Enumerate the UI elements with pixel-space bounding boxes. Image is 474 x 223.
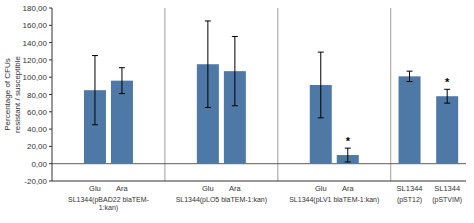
y-tick-label: -20,00 <box>24 177 47 186</box>
group-label-line: (pSTVIM) <box>432 196 462 204</box>
error-bar <box>318 52 324 118</box>
error-bar-stem <box>409 71 410 81</box>
group-separator <box>390 8 391 181</box>
y-tick-label: 60,00 <box>27 108 48 117</box>
x-tick-label: Ara <box>116 184 129 193</box>
x-axis-line <box>52 181 466 182</box>
error-bar <box>345 148 351 162</box>
error-bar-cap <box>92 55 98 56</box>
error-bar-cap <box>205 107 211 108</box>
y-tick <box>49 77 52 78</box>
error-bar-cap <box>205 20 211 21</box>
error-bar-stem <box>234 37 235 106</box>
annotation: * <box>346 135 351 147</box>
y-tick-label: 140,00 <box>23 39 48 48</box>
group-label-line: (pST12) <box>397 196 422 204</box>
annotation: * <box>445 76 450 88</box>
error-bar-stem <box>94 56 95 125</box>
y-tick-label: 180,00 <box>23 4 48 13</box>
y-tick-label: 20,00 <box>27 142 48 151</box>
group-label: (pST12) <box>397 196 422 204</box>
error-bar <box>119 68 125 94</box>
bar <box>399 76 421 163</box>
error-bar <box>92 56 98 125</box>
error-bar-cap <box>444 89 450 90</box>
bar <box>436 96 458 163</box>
error-bar-cap <box>345 161 351 162</box>
error-bar-stem <box>320 52 321 118</box>
error-bar-stem <box>207 21 208 108</box>
y-tick <box>49 163 52 164</box>
error-bar <box>205 21 211 108</box>
y-tick-label: 160,00 <box>23 21 48 30</box>
y-tick <box>49 8 52 9</box>
group-separator <box>277 8 278 181</box>
y-tick <box>49 146 52 147</box>
group-label: SL1344(pLO5 blaTEM-1:kan) <box>176 196 267 204</box>
group-separator <box>164 8 165 181</box>
y-tick-label: 80,00 <box>27 91 48 100</box>
error-bar <box>444 89 450 103</box>
bars <box>84 21 458 164</box>
y-axis-label-line: Percentage of CFUs <box>3 58 12 130</box>
group-label-line: SL1344(pLO5 blaTEM-1:kan) <box>176 196 267 204</box>
y-tick-label: 120,00 <box>23 56 48 65</box>
y-tick-label: 100,00 <box>23 73 48 82</box>
x-tick-label: Glu <box>202 184 214 193</box>
y-tick <box>49 25 52 26</box>
error-bar-cap <box>318 117 324 118</box>
error-bar-cap <box>407 71 413 72</box>
group-label: (pSTVIM) <box>432 196 462 204</box>
group-label-line: 1:kan) <box>99 204 118 212</box>
error-bar-cap <box>232 36 238 37</box>
y-axis-label-line: resistant / susceptible <box>13 55 22 132</box>
x-tick-label: SL1344 <box>434 184 460 193</box>
error-bar-cap <box>119 93 125 94</box>
error-bar-cap <box>444 103 450 104</box>
y-tick <box>49 111 52 112</box>
y-tick <box>49 94 52 95</box>
y-tick <box>49 129 52 130</box>
error-bar-cap <box>232 105 238 106</box>
error-bar-cap <box>318 52 324 53</box>
error-bar <box>407 71 413 81</box>
x-tick-label: Glu <box>315 184 327 193</box>
x-tick-label: SL1344 <box>397 184 423 193</box>
error-bar-cap <box>92 124 98 125</box>
y-tick <box>49 181 52 182</box>
error-bar-stem <box>121 68 122 94</box>
x-tick-label: Ara <box>342 184 355 193</box>
error-bar <box>232 37 238 106</box>
error-bar-cap <box>407 81 413 82</box>
error-bar-stem <box>347 148 348 162</box>
group-label: SL1344(pLV1 blaTEM-1:kan) <box>289 196 379 204</box>
error-bar-stem <box>447 89 448 103</box>
error-bar-cap <box>119 67 125 68</box>
y-axis-label: Percentage of CFUsresistant / susceptibl… <box>3 55 22 132</box>
y-tick <box>49 59 52 60</box>
group-label: SL1344(pBAD22 blaTEM-1:kan) <box>68 196 150 212</box>
y-tick <box>49 42 52 43</box>
y-tick-label: 0,00 <box>31 160 47 169</box>
y-tick-label: 40,00 <box>27 125 48 134</box>
group-label-line: SL1344(pLV1 blaTEM-1:kan) <box>289 196 379 204</box>
chart: -20,00 0,00 20,00 40,00 60,00 80,00 100,00 120,… <box>0 0 474 223</box>
x-tick-label: Glu <box>89 184 101 193</box>
group-label-line: SL1344(pBAD22 blaTEM- <box>68 196 150 204</box>
error-bar-cap <box>345 148 351 149</box>
x-tick-label: Ara <box>229 184 242 193</box>
